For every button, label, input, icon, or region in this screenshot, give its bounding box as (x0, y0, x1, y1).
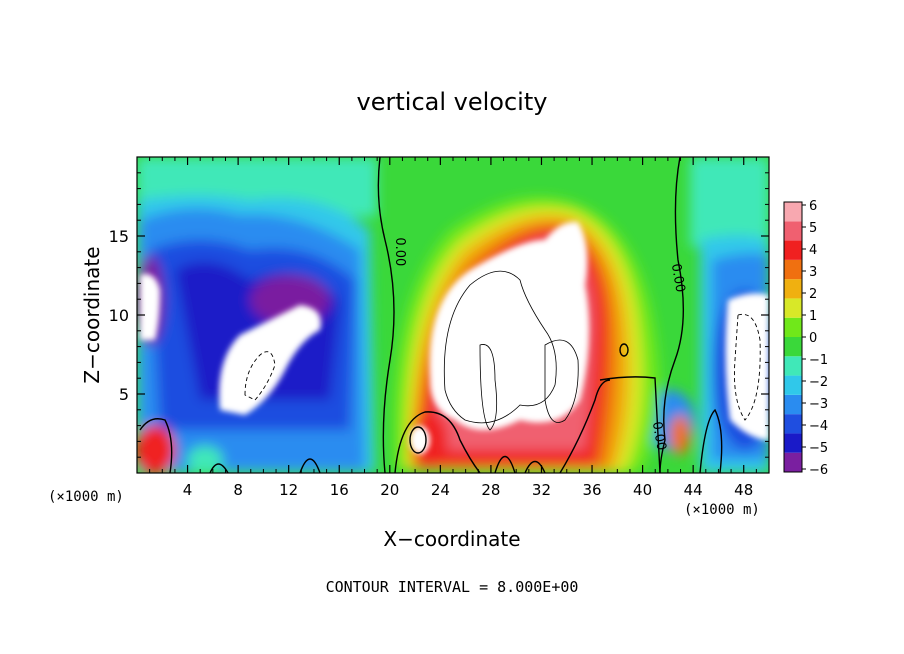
chart-title: vertical velocity (356, 88, 548, 116)
colorbar-swatch (784, 202, 802, 222)
contour-label: 0.00 (392, 237, 407, 266)
colorbar-label: −4 (809, 419, 828, 434)
colorbar-swatch (784, 259, 802, 280)
colorbar-swatch (784, 298, 802, 318)
colorbar-label: 2 (809, 287, 817, 302)
y-axis: 5 10 15 (109, 172, 769, 458)
colorbar-label: −1 (809, 353, 828, 368)
x-tick-label: 44 (684, 481, 703, 499)
colorbar-swatch (784, 337, 802, 357)
y-tick-label: 15 (109, 227, 129, 246)
x-tick-label: 48 (734, 481, 753, 499)
x-tick-label: 12 (279, 481, 298, 499)
colorbar-label: −3 (809, 397, 828, 412)
y-axis-label: Z−coordinate (80, 246, 104, 384)
colorbar-swatch (784, 356, 802, 376)
colorbar-swatch (784, 221, 802, 241)
contour-interval-note: CONTOUR INTERVAL = 8.000E+00 (325, 578, 579, 596)
colorbar: −6 −5 −4 −3 −2 −1 0 1 2 3 4 5 6 (783, 199, 828, 478)
colorbar-swatch (784, 452, 802, 472)
y-tick-label: 5 (119, 385, 129, 404)
x-tick-label: 4 (183, 481, 193, 499)
x-axis: 4 8 12 16 20 24 28 32 36 40 44 48 (149, 157, 757, 499)
colorbar-label: −5 (809, 441, 828, 456)
colorbar-label: 6 (809, 199, 817, 214)
colorbar-swatch (784, 375, 802, 395)
colorbar-swatch (784, 240, 802, 260)
contour-label: 0.00 (649, 420, 669, 451)
x-tick-label: 28 (481, 481, 500, 499)
contour-labels: 0.00 0.00 0.00 (392, 237, 687, 451)
x-unit-right: (×1000 m) (684, 502, 760, 518)
colorbar-label: 0 (809, 331, 817, 346)
contour-label: 0.00 (668, 262, 688, 293)
colorbar-swatch (784, 317, 802, 337)
x-tick-label: 36 (582, 481, 601, 499)
inner-contours (443, 270, 579, 431)
colorbar-label: 4 (809, 243, 817, 258)
colorbar-label: 5 (809, 221, 817, 236)
x-tick-label: 8 (233, 481, 243, 499)
dashed-contours (244, 313, 761, 421)
y-tick-label: 10 (109, 306, 129, 325)
colorbar-label: 3 (809, 265, 817, 280)
colorbar-label: −6 (809, 463, 828, 478)
x-unit-left: (×1000 m) (48, 489, 124, 505)
colorbar-swatch (784, 433, 802, 453)
x-tick-label: 20 (380, 481, 399, 499)
colorbar-swatch (784, 394, 802, 415)
x-tick-label: 16 (330, 481, 349, 499)
x-tick-label: 32 (532, 481, 551, 499)
contour-lines (139, 157, 723, 473)
colorbar-label: 1 (809, 309, 817, 324)
colorbar-label: −2 (809, 375, 828, 390)
colorbar-swatch (784, 279, 802, 299)
velocity-field (137, 157, 769, 473)
colorbar-swatch (784, 414, 802, 434)
x-tick-label: 24 (431, 481, 450, 499)
x-tick-label: 40 (633, 481, 652, 499)
x-axis-label: X−coordinate (383, 527, 521, 551)
